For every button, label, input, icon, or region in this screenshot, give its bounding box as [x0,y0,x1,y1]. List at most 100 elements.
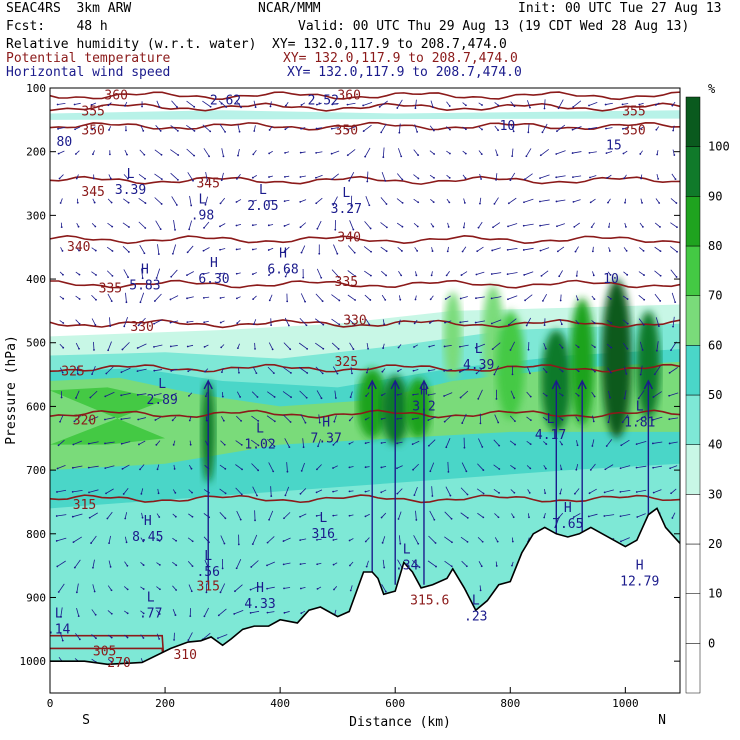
theta-contour-360 [50,91,680,101]
wind-vector [460,296,468,299]
wind-vector [654,270,661,277]
terrain-profile [50,507,680,693]
wind-vector-head [120,418,123,421]
wind-vector-head [609,396,611,399]
wind-vector-head [417,154,420,156]
wind-vector-head [318,421,321,424]
wind-vector-head [336,252,339,255]
wind-vector-head [400,155,403,158]
wind-vector-head [352,348,355,350]
wind-vector [124,536,127,543]
wind-vector [606,439,613,447]
wind-vector-head [623,177,626,180]
wind-vector [444,344,452,347]
wind-vector-head [676,250,678,253]
wind-vector [267,438,275,447]
wind-vector-head [349,396,352,398]
model-title: SEAC4RS 3km ARW [6,1,132,16]
wind-vector-head [141,516,144,519]
wind-vector [511,124,515,132]
wind-vector-head [638,103,641,106]
wind-vector-head [186,274,188,277]
wind-vector [236,173,241,180]
wind-vector-head [659,300,662,302]
wind-vector [652,416,663,421]
wind-vector [381,294,386,301]
wind-vector-head [674,301,677,304]
wind-vector [461,462,467,472]
wind-vector-head [443,420,446,423]
wind-vector [236,100,242,108]
wind-vector-head [350,204,353,207]
wind-vector [121,417,131,420]
wind-vector-head [158,563,161,566]
wind-vector-head [127,177,129,180]
wind-vector-head [607,421,610,424]
wind-vector-head [93,349,95,351]
wind-vector [124,512,128,519]
wind-vector [92,584,96,592]
wind-vector-head [193,154,196,157]
wind-vector [109,317,111,327]
wind-vector-head [172,443,175,446]
wind-extremum-value: 3.39 [115,183,146,198]
wind-vector [300,488,307,495]
wind-vector-head [481,540,484,543]
wind-vector-head [202,249,205,252]
wind-vector [604,514,615,517]
wind-vector-head [451,541,453,544]
theta-label: 310 [173,648,196,663]
wind-vector-head [588,492,591,495]
wind-vector-head [176,129,179,132]
wind-vector [414,486,418,496]
y-tick-label: 100 [26,82,46,95]
wind-vector-head [507,323,510,326]
theta-label: 270 [107,656,130,671]
wind-vector-head [418,566,421,569]
wind-vector-head [593,322,596,324]
wind-vector-head [428,322,431,324]
wind-vector [333,440,338,446]
wind-vector [88,489,99,493]
wind-vector-head [334,228,337,231]
wind-vector-head [74,128,77,131]
wind-vector-head [572,516,575,519]
wind-vector [638,318,645,326]
wind-vector [123,198,129,203]
wind-vector-head [446,250,449,253]
wind-vector [203,221,210,229]
wind-extremum-type: L [127,167,135,182]
wind-vector-head [299,176,302,178]
wind-extremum-type: L [342,186,350,201]
wind-vector [315,197,323,204]
wind-vector-head [282,563,285,566]
wind-vector [234,609,244,615]
wind-vector-head [267,224,270,227]
wind-vector [621,439,630,446]
wind-vector-head [62,297,65,300]
wind-vector [382,147,385,158]
wind-vector-head [78,273,81,276]
wind-vector-head [657,178,660,180]
wind-vector-head [396,492,399,495]
wind-vector [413,174,419,179]
wind-vector-head [572,200,575,203]
wind-vector [284,246,290,252]
wind-vector [524,271,534,276]
wind-vector-head [71,490,74,493]
wind-vector-head [142,637,145,639]
wind-vector-head [559,299,562,302]
wind-vector-head [539,249,542,252]
wind-vector-head [556,130,558,133]
wind-vector-head [368,204,371,207]
wind-vector-head [77,225,80,228]
wind-vector-head [238,371,240,374]
wind-vector-head [203,226,205,229]
wind-vector [398,148,402,157]
wind-vector [268,510,274,520]
wind-vector-head [482,492,485,495]
wind-vector-head [90,103,93,106]
wind-vector [606,151,613,154]
wind-vector-head [59,615,62,618]
